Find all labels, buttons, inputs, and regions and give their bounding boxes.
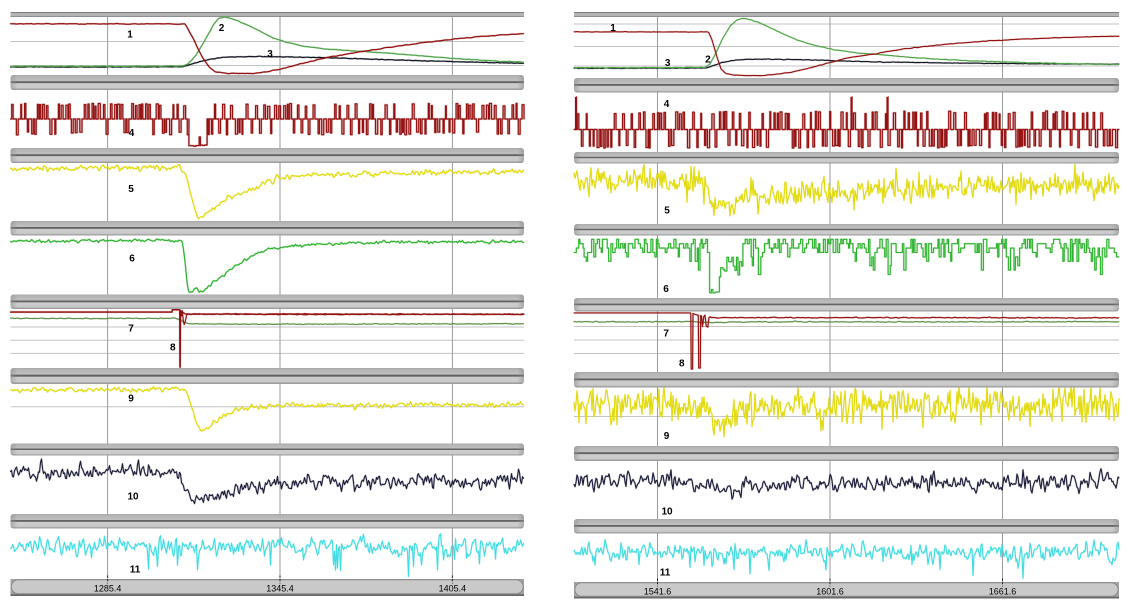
- svg-text:3: 3: [267, 49, 273, 60]
- svg-text:7: 7: [128, 324, 134, 335]
- svg-text:1: 1: [610, 23, 616, 34]
- svg-text:1345.4: 1345.4: [266, 584, 294, 594]
- svg-text:6: 6: [663, 284, 669, 295]
- svg-text:9: 9: [664, 431, 670, 442]
- svg-text:6: 6: [129, 254, 135, 265]
- svg-text:11: 11: [130, 565, 141, 576]
- svg-text:4: 4: [664, 99, 670, 110]
- svg-text:5: 5: [664, 206, 670, 217]
- svg-text:8: 8: [679, 358, 685, 369]
- svg-text:1601.6: 1601.6: [816, 587, 844, 597]
- svg-text:1: 1: [127, 30, 133, 41]
- svg-text:1661.6: 1661.6: [989, 587, 1017, 597]
- svg-text:10: 10: [661, 507, 673, 518]
- svg-text:8: 8: [170, 343, 176, 354]
- svg-text:9: 9: [128, 394, 134, 405]
- svg-text:2: 2: [705, 54, 711, 65]
- svg-text:2: 2: [219, 23, 225, 34]
- svg-text:11: 11: [660, 568, 671, 579]
- svg-text:10: 10: [127, 492, 139, 503]
- svg-text:3: 3: [665, 58, 671, 69]
- svg-text:1285.4: 1285.4: [94, 584, 122, 594]
- svg-text:7: 7: [663, 329, 669, 340]
- svg-text:1405.4: 1405.4: [439, 584, 467, 594]
- svg-text:1541.6: 1541.6: [644, 587, 672, 597]
- svg-text:5: 5: [128, 184, 134, 195]
- svg-text:4: 4: [129, 128, 135, 139]
